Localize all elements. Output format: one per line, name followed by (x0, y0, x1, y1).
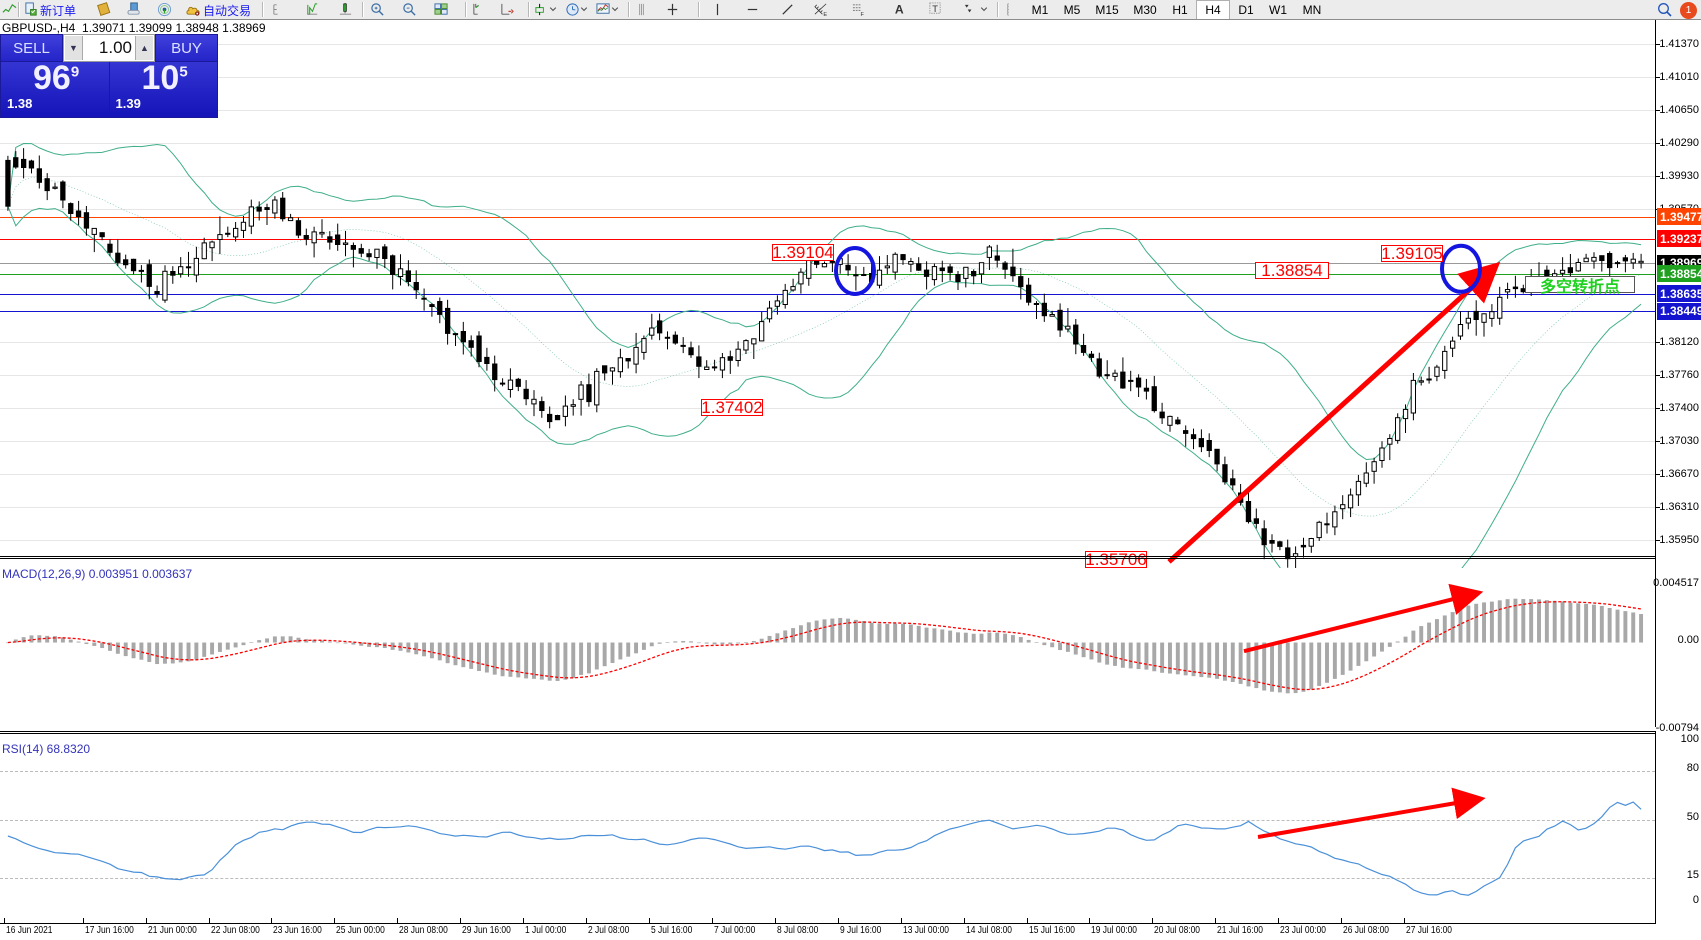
svg-text:T: T (932, 4, 938, 14)
svg-text:F: F (860, 12, 864, 17)
svg-text:E: E (823, 12, 827, 17)
svg-text:A: A (895, 2, 904, 16)
